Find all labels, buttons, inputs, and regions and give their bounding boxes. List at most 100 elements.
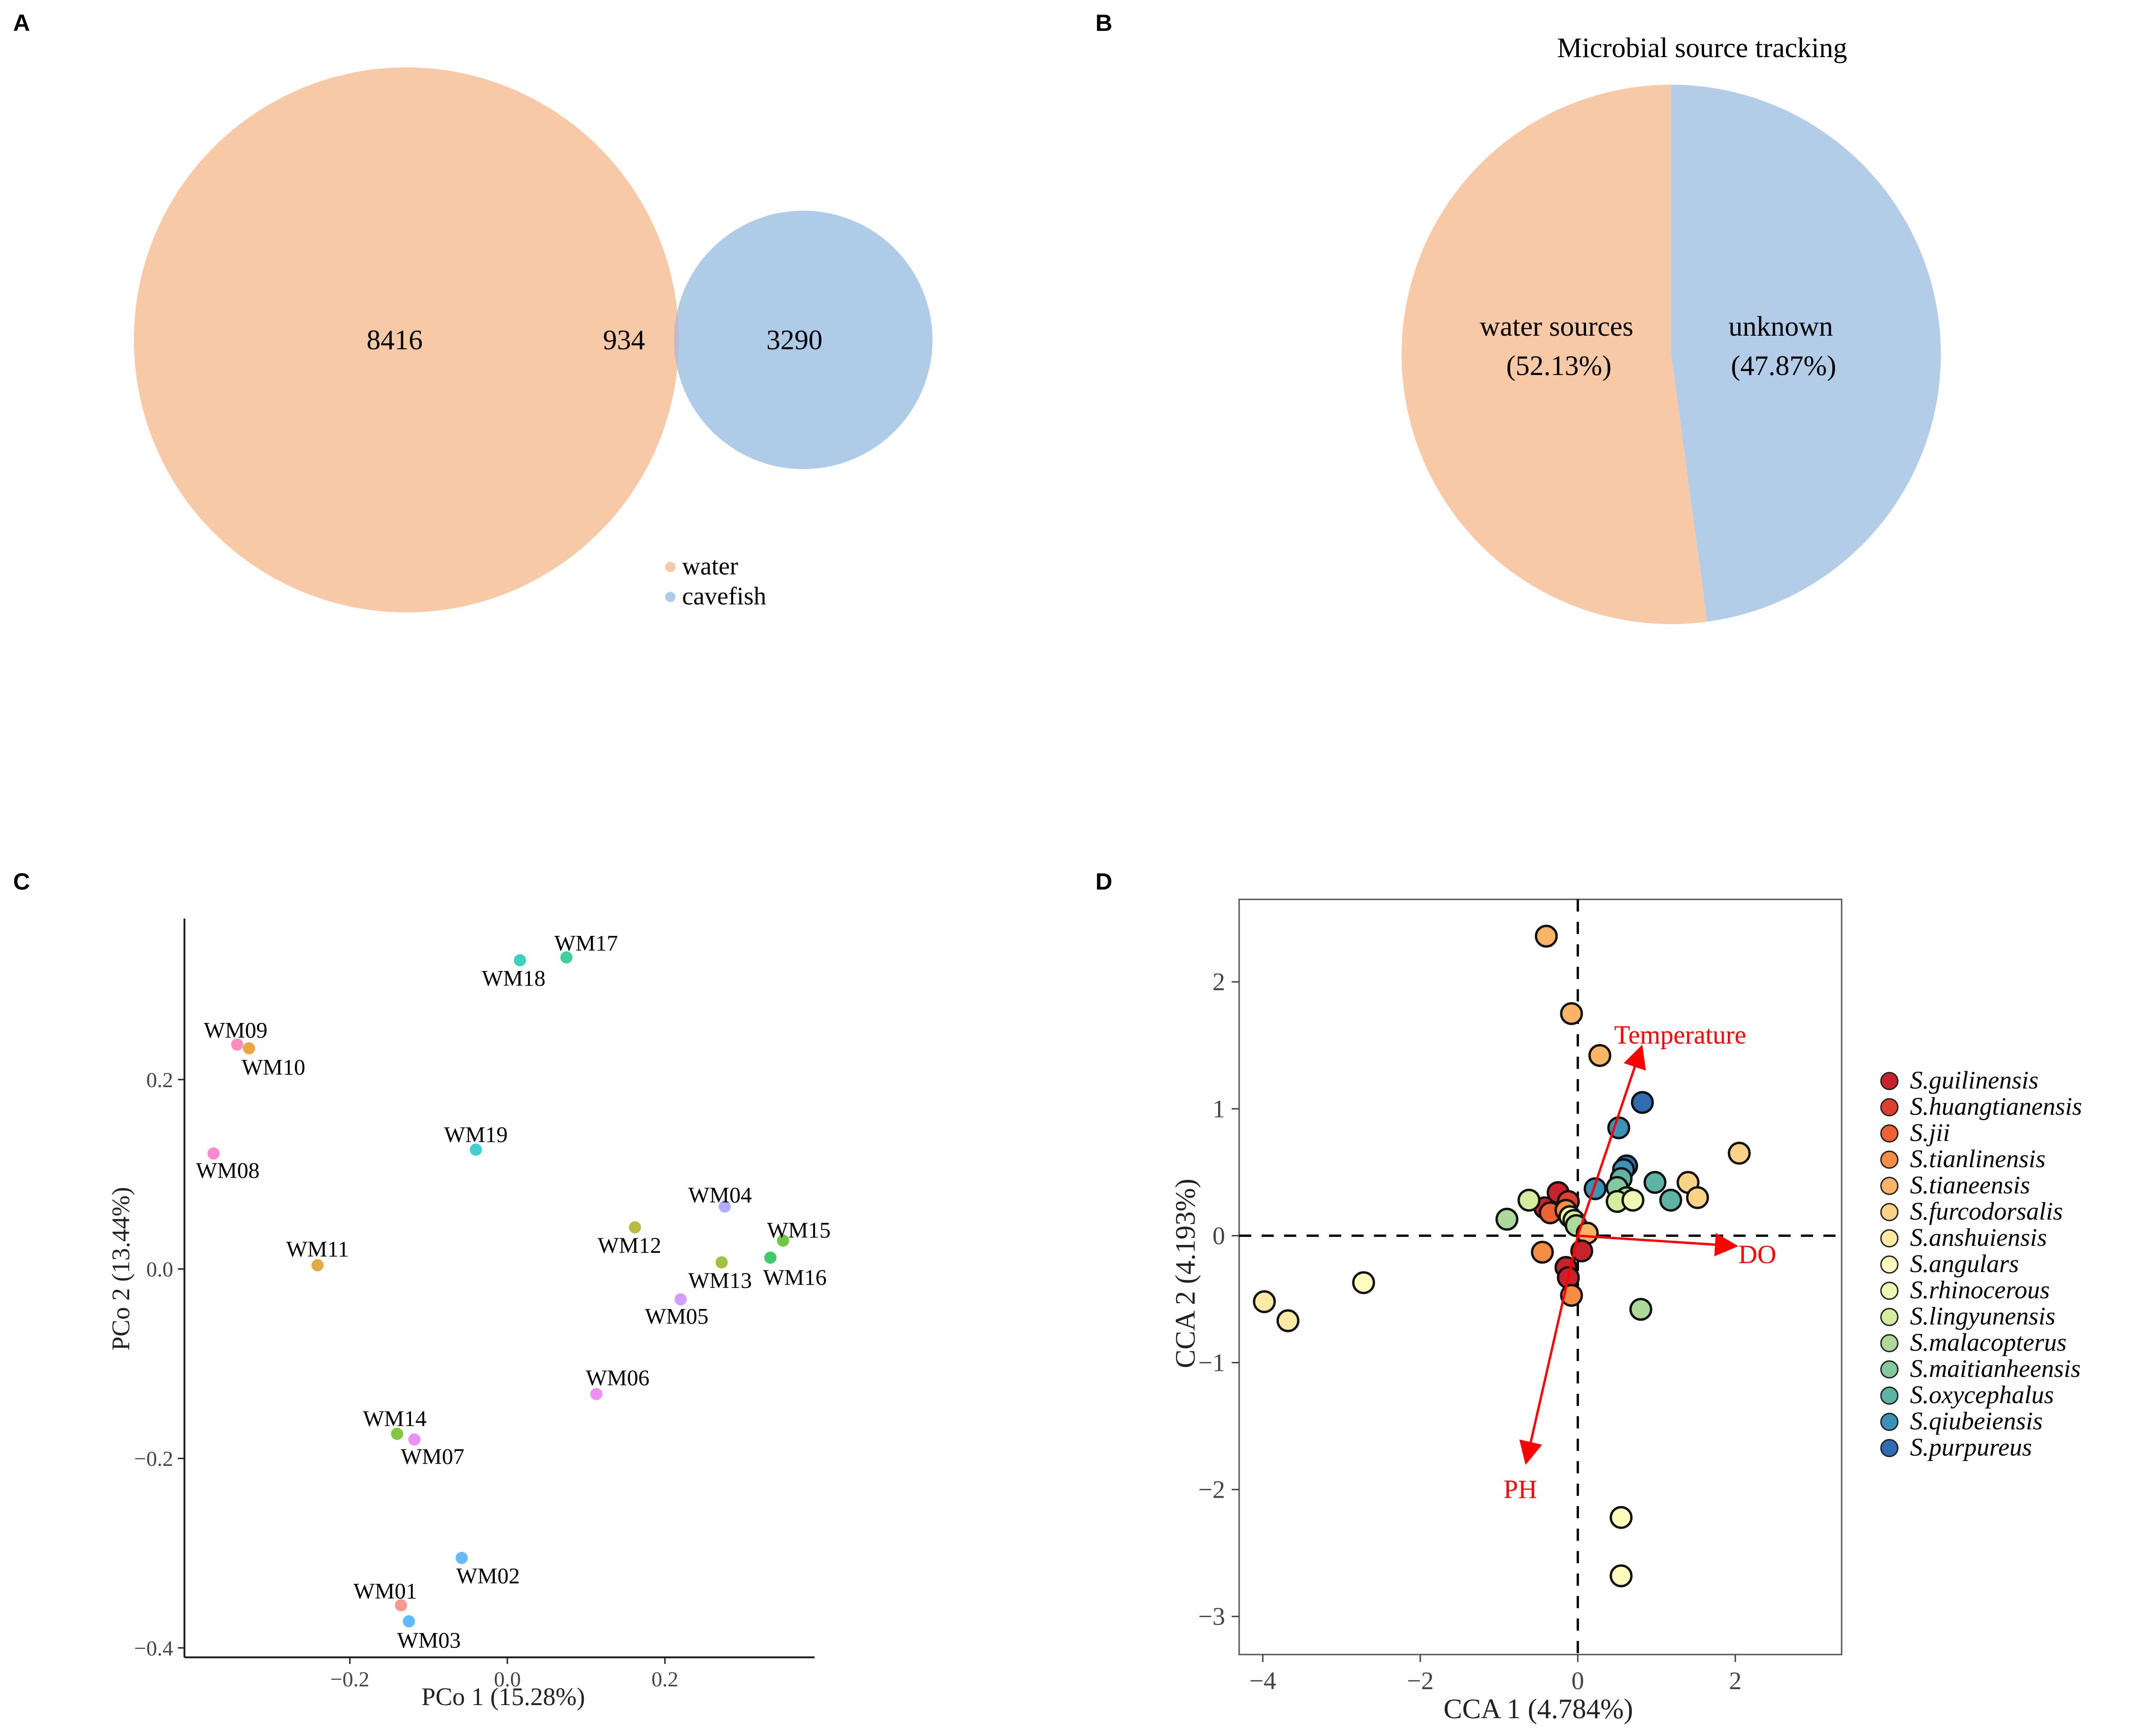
legend-marker	[1880, 1360, 1899, 1379]
pcoa-point-label: WM11	[286, 1237, 349, 1262]
pcoa-point-label: WM19	[444, 1122, 508, 1147]
cca-y-tick-label: 0	[1212, 1221, 1225, 1250]
legend-marker	[1880, 1124, 1899, 1143]
panel-label-c: C	[13, 868, 30, 895]
cca-points	[1253, 925, 1751, 1588]
pcoa-point-label: WM02	[456, 1564, 520, 1589]
pie-label-water-sources: water sources	[1480, 311, 1633, 342]
cca-arrow-temperature	[1577, 1045, 1646, 1236]
legend-marker	[1880, 1439, 1899, 1457]
pcoa-point-wm05	[674, 1293, 687, 1306]
legend-label: S.angulars	[1910, 1250, 2019, 1278]
pcoa-ticks: −0.2 0.0 0.2 −0.4 −0.2 0.0 0.2	[134, 1068, 679, 1691]
venn-cavefish-only-value: 3290	[766, 324, 823, 355]
pie-label-unknown: unknown	[1728, 311, 1833, 342]
legend-label: S.lingyunensis	[1910, 1302, 2055, 1330]
pcoa-y-axis-label: PCo 2 (13.44%)	[107, 1187, 135, 1351]
cca-point	[1560, 1002, 1583, 1025]
cca-x-tick-label: 0	[1572, 1667, 1584, 1695]
pcoa-x-tick-label: −0.2	[331, 1667, 369, 1691]
pcoa-point-label: WM14	[363, 1406, 426, 1431]
pcoa-point-wm14	[391, 1427, 404, 1440]
pcoa-point-label: WM05	[645, 1304, 709, 1329]
cca-y-tick-label: −3	[1198, 1603, 1225, 1631]
venn-legend: water cavefish	[665, 552, 766, 610]
pcoa-point-label: WM08	[196, 1158, 260, 1183]
pcoa-y-tick-label: 0.0	[147, 1258, 174, 1281]
pie-title: Microbial source tracking	[1557, 32, 1847, 63]
pcoa-point-wm01	[395, 1599, 407, 1611]
cca-point	[1588, 1044, 1612, 1067]
legend-label: S.anshuiensis	[1910, 1223, 2047, 1251]
pcoa-point-wm13	[715, 1256, 728, 1269]
legend-cavefish-marker	[665, 592, 676, 602]
pcoa-point-wm06	[590, 1388, 602, 1400]
pcoa-point-wm17	[560, 951, 573, 964]
cca-arrows: Temperature DO PH	[1504, 1021, 1777, 1504]
legend-marker	[1880, 1229, 1899, 1248]
cca-ticks: −4 −2 0 2 −3 −2 −1 0 1 2	[1198, 968, 1742, 1695]
cca-point	[1276, 1309, 1300, 1332]
pcoa-point-wm12	[629, 1221, 641, 1234]
cca-arrow-do	[1578, 1233, 1739, 1257]
cca-point	[1629, 1298, 1653, 1321]
legend-label: S.qiubeiensis	[1910, 1407, 2042, 1435]
pcoa-point-label: WM13	[688, 1268, 752, 1293]
cca-arrow-label: DO	[1739, 1240, 1777, 1269]
pcoa-point-label: WM17	[554, 931, 618, 956]
pcoa-point-label: WM07	[401, 1444, 464, 1469]
pcoa-y-tick-label: −0.2	[134, 1447, 173, 1471]
cca-x-axis-label: CCA 1 (4.784%)	[1444, 1693, 1633, 1724]
legend-label: S.purpureus	[1910, 1433, 2032, 1461]
pcoa-point-wm15	[777, 1234, 789, 1247]
pie-slice-unknown	[1671, 84, 1941, 622]
cca-point	[1535, 925, 1558, 948]
pcoa-x-tick-label: 0.2	[652, 1667, 679, 1691]
cca-arrow-label: Temperature	[1614, 1021, 1746, 1050]
legend-label: S.jii	[1910, 1118, 1950, 1147]
pcoa-point-label: WM12	[598, 1233, 661, 1258]
cca-point	[1517, 1188, 1541, 1212]
legend-label: S.huangtianensis	[1910, 1092, 2082, 1120]
pcoa-x-axis-label: PCo 1 (15.28%)	[421, 1683, 585, 1711]
cca-legend: S.guilinensisS.huangtianensisS.jiiS.tian…	[1880, 1066, 2082, 1461]
pcoa-point-label: WM04	[688, 1183, 752, 1208]
pcoa-point-wm04	[719, 1200, 731, 1213]
pcoa-points: WM01 WM02 WM03 WM04 WM05 WM06 WM07 WM08 WM09 WM10…	[196, 931, 831, 1653]
panel-label-a: A	[13, 10, 30, 36]
pcoa-point-wm11	[311, 1259, 324, 1272]
pcoa-point-wm07	[408, 1433, 421, 1446]
legend-marker	[1880, 1334, 1899, 1353]
cca-point	[1643, 1171, 1667, 1194]
pcoa-x-tick-label: 0.0	[494, 1667, 521, 1691]
cca-y-tick-label: 1	[1212, 1095, 1225, 1123]
pie-pct-water-sources: (52.13%)	[1506, 350, 1612, 381]
panel-label-d: D	[1095, 868, 1112, 895]
cca-y-axis-label: CCA 2 (4.193%)	[1170, 1179, 1201, 1368]
legend-label: S.tianlinensis	[1910, 1145, 2046, 1173]
pcoa-point-wm10	[242, 1042, 255, 1055]
legend-water-marker	[665, 562, 676, 572]
cca-point	[1727, 1141, 1751, 1165]
legend-label: S.guilinensis	[1910, 1066, 2039, 1094]
legend-label: S.furcodorsalis	[1910, 1197, 2063, 1225]
legend-label: S.rhinocerous	[1910, 1276, 2050, 1304]
legend-cavefish-label: cavefish	[682, 582, 766, 610]
pcoa-point-wm16	[764, 1251, 777, 1264]
pcoa-point-label: WM01	[353, 1579, 417, 1604]
legend-label: S.malacopterus	[1910, 1328, 2066, 1356]
cca-y-tick-label: −1	[1198, 1348, 1225, 1376]
panel-label-b: B	[1095, 10, 1112, 36]
pcoa-point-wm03	[403, 1615, 415, 1628]
legend-marker	[1880, 1072, 1899, 1090]
cca-arrow-ph	[1519, 1235, 1579, 1465]
pcoa-point-wm02	[455, 1552, 468, 1564]
cca-x-tick-label: −2	[1407, 1667, 1433, 1695]
venn-diagram: 8416 934 3290 water cavefish	[134, 67, 933, 612]
pcoa-point-label: WM09	[204, 1018, 267, 1043]
pcoa-point-label: WM10	[242, 1055, 305, 1080]
legend-marker	[1880, 1308, 1899, 1326]
pcoa-point-label: WM15	[767, 1218, 830, 1243]
cca-plot-frame	[1238, 898, 1843, 1655]
